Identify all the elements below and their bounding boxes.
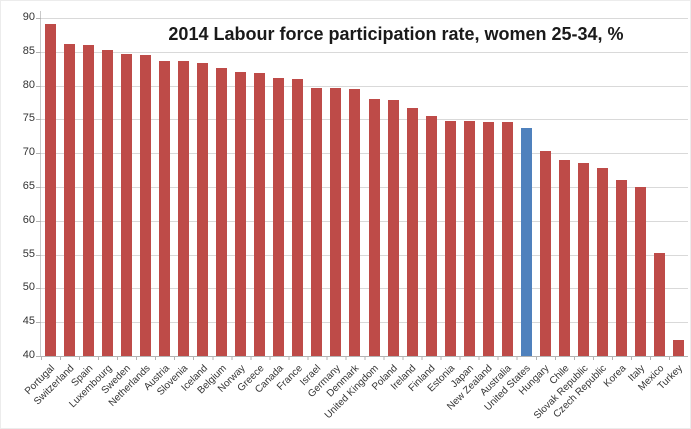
bar bbox=[292, 78, 304, 356]
bar bbox=[178, 61, 190, 356]
bar bbox=[520, 127, 532, 356]
y-axis-tick bbox=[36, 356, 41, 357]
bar bbox=[406, 107, 418, 356]
bar bbox=[615, 180, 627, 356]
bar bbox=[83, 45, 95, 356]
bar bbox=[634, 187, 646, 356]
y-axis-tick bbox=[36, 288, 41, 290]
y-tick-label: 65 bbox=[22, 180, 35, 192]
bar bbox=[121, 53, 133, 356]
y-axis-tick bbox=[36, 187, 41, 188]
y-axis-tick bbox=[36, 18, 41, 19]
bar bbox=[273, 77, 285, 356]
gridline bbox=[41, 119, 688, 121]
y-tick-label: 70 bbox=[22, 146, 35, 159]
bar bbox=[197, 62, 209, 356]
bar bbox=[102, 49, 114, 356]
bar bbox=[330, 88, 342, 356]
y-tick-label: 75 bbox=[22, 112, 35, 125]
bar bbox=[45, 24, 56, 356]
y-axis-tick bbox=[36, 322, 41, 324]
x-axis-tick-strip bbox=[41, 356, 688, 360]
bar bbox=[140, 55, 152, 356]
y-tick-label: 50 bbox=[22, 281, 35, 294]
bar bbox=[425, 116, 437, 356]
bar bbox=[159, 60, 171, 356]
bar bbox=[64, 43, 76, 356]
gridline bbox=[41, 288, 688, 290]
gridline bbox=[41, 51, 688, 53]
y-tick-label: 90 bbox=[22, 11, 35, 23]
chart-title: 2014 Labour force participation rate, wo… bbox=[168, 24, 624, 44]
bar bbox=[596, 168, 608, 356]
gridline bbox=[41, 153, 688, 155]
gridline bbox=[41, 220, 688, 222]
gridline bbox=[41, 322, 688, 324]
y-axis-tick bbox=[36, 119, 41, 121]
gridline bbox=[41, 254, 688, 256]
y-axis-tick bbox=[36, 220, 41, 222]
gridline bbox=[41, 18, 688, 19]
bar bbox=[368, 99, 380, 356]
bar bbox=[387, 99, 399, 356]
x-axis-labels: Portugal Switzerland Spain Luxembourg Sweden… bbox=[23, 361, 687, 428]
bar bbox=[254, 72, 266, 356]
bar bbox=[444, 120, 456, 356]
plot-area bbox=[36, 11, 688, 360]
y-axis-tick bbox=[36, 85, 41, 87]
bar bbox=[311, 87, 323, 356]
y-tick-label: 55 bbox=[22, 247, 35, 260]
y-tick-label: 80 bbox=[22, 78, 35, 91]
bar bbox=[235, 72, 247, 356]
bar bbox=[349, 88, 361, 356]
bar bbox=[216, 68, 228, 356]
bar bbox=[653, 253, 665, 356]
y-axis-tick bbox=[36, 254, 41, 256]
bar bbox=[463, 121, 475, 356]
bar bbox=[672, 339, 684, 356]
y-tick-label: 40 bbox=[22, 349, 35, 361]
y-axis-tick bbox=[36, 51, 41, 53]
y-tick-label: 60 bbox=[22, 213, 35, 226]
gridline bbox=[41, 85, 688, 87]
y-axis-tick bbox=[36, 153, 41, 155]
y-tick-label: 85 bbox=[22, 44, 35, 57]
bar bbox=[577, 163, 589, 356]
gridline bbox=[41, 187, 688, 188]
bar bbox=[558, 159, 570, 356]
bar bbox=[482, 122, 494, 356]
bar bbox=[501, 122, 513, 356]
y-tick-label: 45 bbox=[22, 315, 35, 328]
bar bbox=[539, 151, 551, 356]
